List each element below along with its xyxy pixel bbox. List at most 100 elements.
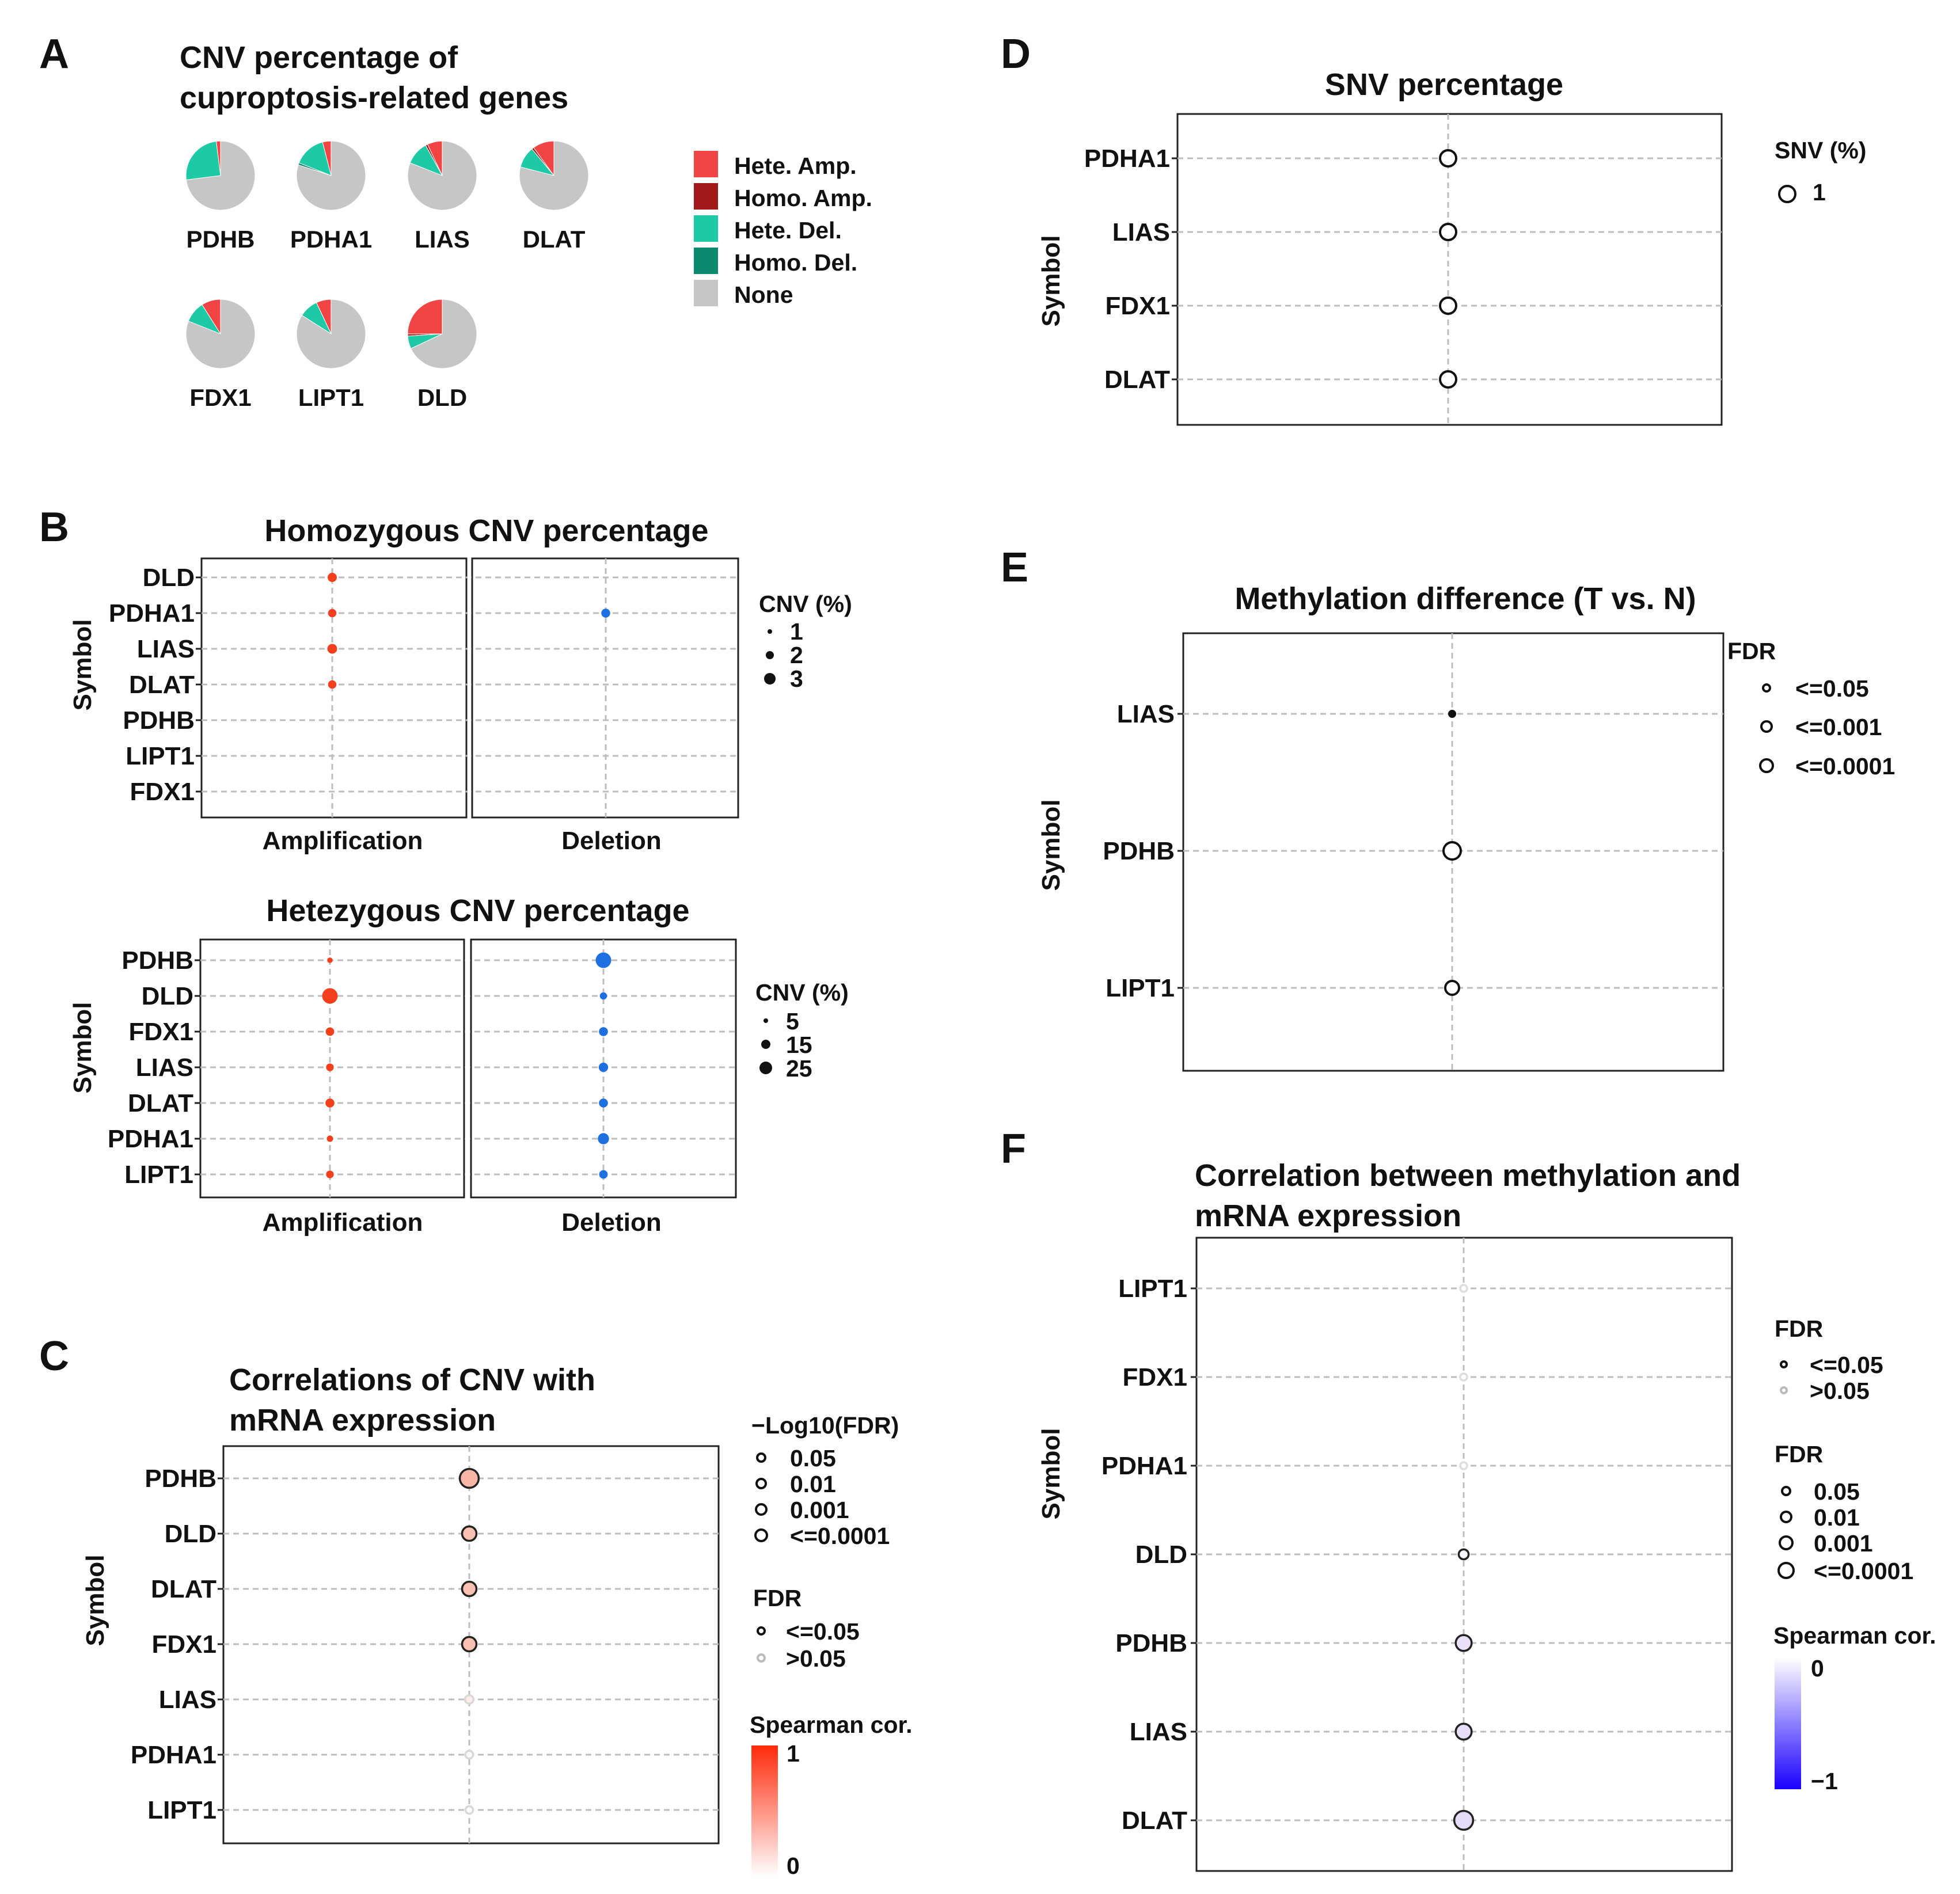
panel-f-legend-size-title: FDR bbox=[1775, 1441, 1823, 1467]
panel-b-homo-facet-deletion: Deletion bbox=[561, 827, 662, 855]
dot-deletion-pdhb bbox=[595, 952, 611, 968]
panel-e-ticks: LIAS PDHB LIPT1 bbox=[1103, 700, 1183, 1002]
panel-b-homo-ticks: DLD PDHA1 LIAS DLAT PDHB LIPT1 FDX1 bbox=[109, 564, 202, 806]
panel-d-frame bbox=[1176, 113, 1723, 426]
tick-label-dlat: DLAT bbox=[129, 671, 195, 699]
panel-a-title-line1: CNV percentage of bbox=[180, 40, 458, 75]
dot-amplification-pdha1 bbox=[328, 608, 337, 618]
tick-label-lias: LIAS bbox=[1112, 218, 1170, 246]
legend-fdr-sig-circle bbox=[1780, 1360, 1788, 1368]
panel-e-frame bbox=[1182, 632, 1725, 1072]
panel-b-hete-facet-amplification: Amplification bbox=[263, 1208, 423, 1237]
dot-fdx1 bbox=[1459, 1372, 1468, 1382]
legend-size-label-1: 1 bbox=[790, 618, 803, 645]
dot-dlat bbox=[461, 1580, 478, 1598]
panel-letter-e: E bbox=[1001, 545, 1028, 591]
dot-amplification-lias bbox=[327, 644, 337, 654]
legend-size-circle-0-0001 bbox=[754, 1528, 768, 1542]
panel-e-legend: FDR <=0.05 <=0.001 <=0.0001 bbox=[1727, 638, 1895, 779]
dot-deletion-dlat bbox=[599, 1098, 608, 1108]
legend-fdr-label-0-001: <=0.001 bbox=[1795, 714, 1882, 740]
dot-lias bbox=[1439, 223, 1457, 241]
legend-size-label-0-01: 0.01 bbox=[790, 1471, 836, 1497]
pie-slice-lipt1-none bbox=[296, 299, 366, 369]
panel-f-title-line2: mRNA expression bbox=[1195, 1199, 1461, 1233]
dot-lias bbox=[1448, 710, 1456, 718]
pie-label-pdha1: PDHA1 bbox=[290, 226, 372, 253]
legend-label-homo-amp: Homo. Amp. bbox=[734, 185, 872, 211]
legend-size-label-0-05: 0.05 bbox=[1814, 1478, 1860, 1505]
panel-d: D SNV percentage Symbol PDHA1 LIAS FDX1 DLA… bbox=[1001, 31, 1866, 426]
panel-d-ticks: PDHA1 LIAS FDX1 DLAT bbox=[1084, 144, 1177, 394]
legend-fdr-label-sig: <=0.05 bbox=[786, 1618, 860, 1645]
panel-a-legend: Hete. Amp. Homo. Amp. Hete. Del. Homo. D… bbox=[694, 151, 872, 308]
pie-slice-lias-none bbox=[407, 140, 477, 211]
legend-size-label-0-0001: <=0.0001 bbox=[1814, 1558, 1913, 1584]
dot-deletion-fdx1 bbox=[599, 1027, 608, 1036]
legend-swatch-hete-del bbox=[694, 215, 718, 242]
tick-label-dlat: DLAT bbox=[128, 1089, 193, 1117]
panel-d-ylabel: Symbol bbox=[1037, 235, 1065, 327]
legend-size-label-0-001: 0.001 bbox=[790, 1497, 849, 1523]
tick-label-lias: LIAS bbox=[1117, 700, 1175, 728]
pie-slice-pdha1-hete-del- bbox=[298, 142, 332, 176]
dot-dld bbox=[461, 1525, 478, 1542]
legend-size-label-0-0001: <=0.0001 bbox=[790, 1523, 890, 1549]
legend-label-hete-amp: Hete. Amp. bbox=[734, 153, 857, 179]
legend-snv-label: 1 bbox=[1813, 179, 1826, 206]
panel-b-hete-dots bbox=[322, 952, 611, 1179]
legend-label-homo-del: Homo. Del. bbox=[734, 249, 857, 276]
pie-label-dld: DLD bbox=[417, 384, 467, 411]
dot-amplification-fdx1 bbox=[325, 1027, 335, 1036]
tick-label-fdx1: FDX1 bbox=[130, 778, 195, 806]
tick-label-lipt1: LIPT1 bbox=[1118, 1275, 1187, 1303]
panel-b-hete-legend: CNV (%) 5 15 25 bbox=[755, 979, 849, 1082]
panel-a-title-line2: cuproptosis-related genes bbox=[180, 81, 568, 115]
tick-label-pdhb: PDHB bbox=[145, 1465, 216, 1493]
dot-amplification-lipt1 bbox=[326, 1170, 334, 1178]
dot-amplification-dlat bbox=[328, 680, 337, 689]
tick-label-pdha1: PDHA1 bbox=[109, 599, 195, 627]
pie-slice-dld-hete-amp- bbox=[407, 299, 443, 334]
panel-b-hete-title: Hetezygous CNV percentage bbox=[266, 893, 689, 928]
panel-b-homo-dots bbox=[327, 573, 610, 689]
pie-label-lias: LIAS bbox=[415, 226, 470, 253]
tick-label-lias: LIAS bbox=[137, 635, 195, 663]
panel-c-colorbar bbox=[751, 1745, 778, 1877]
pie-slice-pdhb-none bbox=[185, 140, 256, 211]
pie-label-pdhb: PDHB bbox=[186, 226, 255, 253]
panel-b-hete-amp-frame bbox=[199, 938, 465, 1199]
panel-e-legend-title: FDR bbox=[1727, 638, 1776, 664]
panel-c-colorbar-max: 1 bbox=[787, 1740, 800, 1767]
tick-label-lipt1: LIPT1 bbox=[1106, 974, 1175, 1002]
panel-e-ylabel: Symbol bbox=[1037, 800, 1065, 891]
pie-label-fdx1: FDX1 bbox=[189, 384, 251, 411]
legend-fdr-label-sig: <=0.05 bbox=[1810, 1352, 1883, 1378]
pie-slice-dlat-none bbox=[519, 140, 589, 211]
dot-deletion-pdha1 bbox=[601, 608, 610, 618]
legend-size-label-3: 3 bbox=[790, 665, 803, 692]
tick-label-lipt1: LIPT1 bbox=[126, 742, 195, 770]
legend-size-dot-2 bbox=[766, 651, 774, 659]
dot-deletion-lias bbox=[598, 1062, 609, 1072]
panel-d-legend-title: SNV (%) bbox=[1775, 137, 1866, 163]
dot-dlat bbox=[1439, 370, 1457, 389]
tick-label-fdx1: FDX1 bbox=[129, 1018, 193, 1046]
panel-letter-d: D bbox=[1001, 31, 1031, 77]
legend-size-dot-5 bbox=[764, 1018, 768, 1023]
legend-fdr-label-0-0001: <=0.0001 bbox=[1795, 753, 1895, 779]
panel-b-hete-ticks: PDHB DLD FDX1 LIAS DLAT PDHA1 LIPT1 bbox=[108, 946, 200, 1189]
tick-label-pdha1: PDHA1 bbox=[108, 1125, 193, 1153]
dot-fdx1 bbox=[1439, 296, 1457, 315]
legend-fdr-label-0-05: <=0.05 bbox=[1795, 675, 1869, 702]
dot-pdhb bbox=[458, 1467, 480, 1489]
tick-label-pdhb: PDHB bbox=[1115, 1629, 1187, 1657]
tick-label-pdha1: PDHA1 bbox=[131, 1741, 216, 1769]
legend-size-dot-3 bbox=[764, 673, 776, 684]
dot-amplification-dlat bbox=[325, 1098, 335, 1108]
tick-label-pdhb: PDHB bbox=[123, 706, 195, 735]
tick-label-dlat: DLAT bbox=[1104, 366, 1170, 394]
legend-size-label-25: 25 bbox=[786, 1055, 812, 1082]
panel-b-homo-facet-amplification: Amplification bbox=[263, 827, 423, 855]
dot-dlat bbox=[1453, 1809, 1475, 1831]
